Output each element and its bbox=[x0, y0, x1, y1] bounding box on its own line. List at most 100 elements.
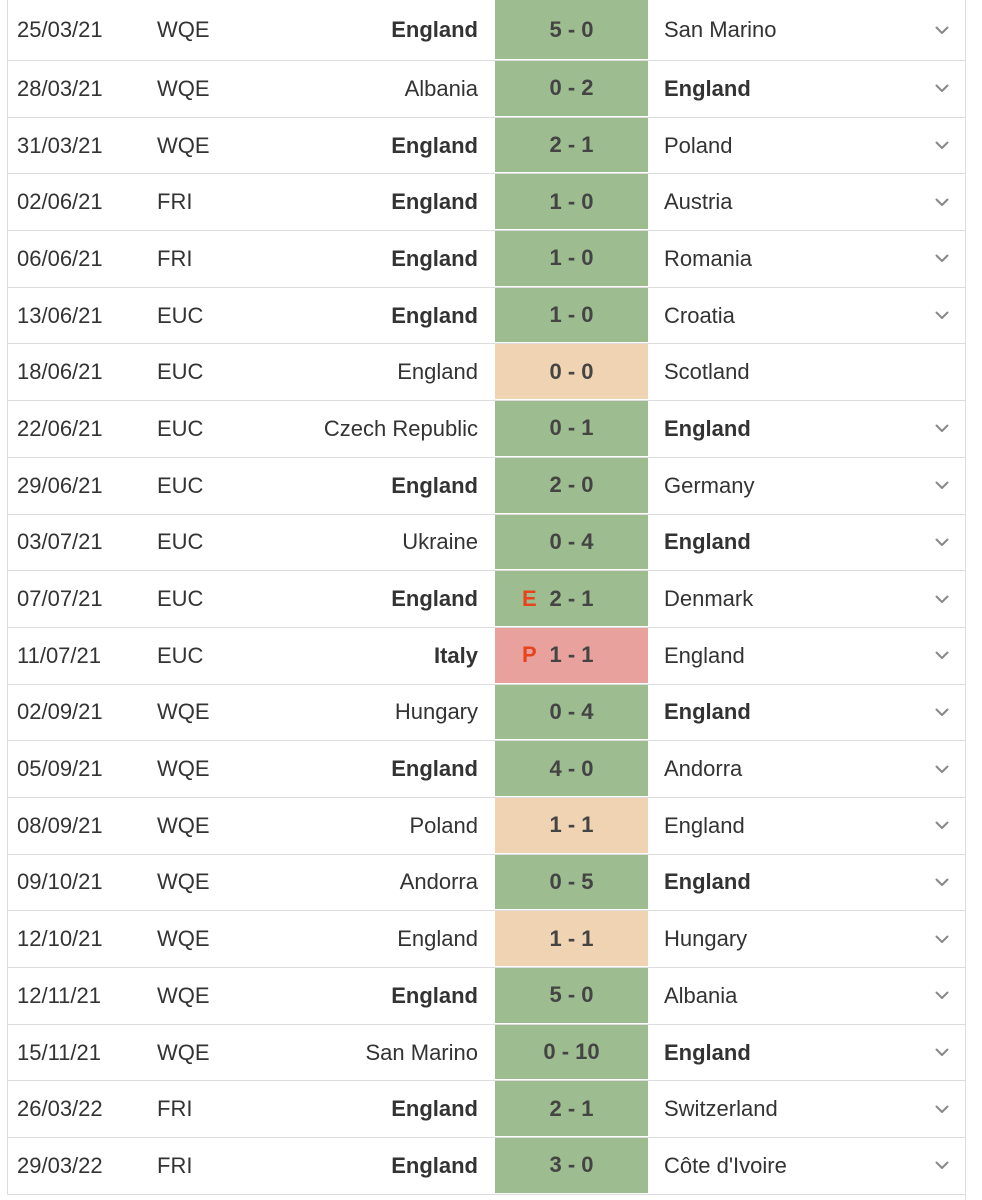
score-badge: 0 - 5 bbox=[495, 854, 648, 911]
match-date: 05/09/21 bbox=[17, 756, 103, 782]
match-row[interactable]: 15/11/21 WQE San Marino 0 - 10 England bbox=[7, 1024, 966, 1082]
score-badge: 1 - 0 bbox=[495, 231, 648, 287]
match-date: 03/07/21 bbox=[17, 529, 103, 555]
match-row[interactable]: 29/06/21 EUC England 2 - 0 Germany bbox=[7, 457, 966, 515]
score-text: 0 - 4 bbox=[549, 698, 594, 724]
match-date: 13/06/21 bbox=[17, 302, 103, 328]
competition-code: FRI bbox=[157, 189, 193, 215]
score-text: 1 - 0 bbox=[549, 245, 594, 271]
match-row[interactable]: 26/03/22 FRI England 2 - 1 Switzerland bbox=[7, 1081, 966, 1139]
away-team: England bbox=[664, 415, 751, 441]
competition-code: WQE bbox=[157, 17, 210, 42]
away-team: England bbox=[664, 642, 745, 668]
score-badge: 3 - 0 bbox=[495, 1138, 648, 1194]
chevron-down-icon[interactable] bbox=[932, 458, 952, 514]
chevron-down-icon[interactable] bbox=[932, 911, 952, 967]
chevron-down-icon[interactable] bbox=[932, 1025, 952, 1081]
home-team: England bbox=[391, 1152, 478, 1178]
match-date: 11/07/21 bbox=[17, 642, 102, 668]
match-row[interactable]: 11/07/21 EUC Italy P 1 - 1 England bbox=[7, 627, 966, 685]
away-team: Andorra bbox=[664, 756, 743, 782]
score-badge: 0 - 4 bbox=[495, 684, 648, 741]
chevron-down-icon[interactable] bbox=[932, 741, 952, 797]
score-badge: 2 - 1 bbox=[495, 117, 648, 174]
match-row[interactable]: 12/11/21 WQE England 5 - 0 Albania bbox=[7, 968, 966, 1025]
score-badge: E 2 - 1 bbox=[495, 571, 648, 627]
away-team: Scotland bbox=[664, 359, 750, 385]
chevron-down-icon[interactable] bbox=[932, 0, 952, 60]
chevron-down-icon[interactable] bbox=[932, 1081, 952, 1137]
chevron-down-icon[interactable] bbox=[932, 401, 952, 457]
match-row[interactable]: 06/06/21 FRI England 1 - 0 Romania bbox=[7, 231, 966, 288]
match-row[interactable]: 12/10/21 WQE England 1 - 1 Hungary bbox=[7, 911, 966, 968]
match-row[interactable]: 08/09/21 WQE Poland 1 - 1 England bbox=[7, 797, 966, 855]
score-text: 0 - 1 bbox=[549, 415, 594, 441]
chevron-down-icon[interactable] bbox=[932, 288, 952, 344]
match-row[interactable]: 31/03/21 WQE England 2 - 1 Poland bbox=[7, 117, 966, 175]
home-team: Poland bbox=[409, 812, 478, 838]
home-team: England bbox=[391, 472, 478, 498]
score-text: 1 - 1 bbox=[549, 812, 594, 838]
match-date: 06/06/21 bbox=[17, 245, 103, 271]
match-row[interactable]: 29/03/22 FRI England 3 - 0 Côte d'Ivoire bbox=[7, 1138, 966, 1195]
match-row[interactable]: 22/06/21 EUC Czech Republic 0 - 1 England bbox=[7, 401, 966, 458]
match-row[interactable]: 05/09/21 WQE England 4 - 0 Andorra bbox=[7, 741, 966, 798]
competition-code: EUC bbox=[157, 359, 204, 385]
score-text: 2 - 1 bbox=[549, 585, 594, 611]
match-row[interactable]: 28/03/21 WQE Albania 0 - 2 England bbox=[7, 61, 966, 118]
score-badge: 0 - 4 bbox=[495, 514, 648, 571]
away-team: Austria bbox=[664, 189, 733, 215]
away-team: England bbox=[664, 812, 745, 838]
away-team: San Marino bbox=[664, 17, 777, 42]
chevron-down-icon[interactable] bbox=[932, 231, 952, 287]
score-text: 0 - 2 bbox=[549, 75, 594, 101]
home-team: England bbox=[391, 302, 478, 328]
match-row[interactable]: 03/07/21 EUC Ukraine 0 - 4 England bbox=[7, 514, 966, 572]
home-team: England bbox=[397, 926, 478, 952]
score-text: 1 - 1 bbox=[549, 925, 594, 951]
chevron-down-icon[interactable] bbox=[932, 571, 952, 627]
score-badge: 4 - 0 bbox=[495, 741, 648, 797]
score-badge: 1 - 1 bbox=[495, 911, 648, 967]
chevron-down-icon[interactable] bbox=[932, 515, 952, 571]
match-date: 29/06/21 bbox=[17, 472, 103, 498]
score-text: 0 - 10 bbox=[543, 1039, 600, 1065]
competition-code: EUC bbox=[157, 415, 204, 441]
away-team: Germany bbox=[664, 472, 755, 498]
match-row[interactable]: 07/07/21 EUC England E 2 - 1 Denmark bbox=[7, 571, 966, 628]
match-row[interactable]: 02/06/21 FRI England 1 - 0 Austria bbox=[7, 174, 966, 232]
away-team: Hungary bbox=[664, 926, 748, 952]
match-row[interactable]: 25/03/21 WQE England 5 - 0 San Marino bbox=[7, 0, 966, 61]
competition-code: WQE bbox=[157, 812, 210, 838]
match-date: 28/03/21 bbox=[17, 75, 103, 101]
chevron-down-icon[interactable] bbox=[932, 174, 952, 230]
score-badge: P 1 - 1 bbox=[495, 627, 648, 684]
chevron-down-icon[interactable] bbox=[932, 628, 952, 684]
chevron-down-icon[interactable] bbox=[932, 118, 952, 174]
score-text: 5 - 0 bbox=[549, 982, 594, 1008]
home-team: England bbox=[391, 189, 478, 215]
chevron-down-icon[interactable] bbox=[932, 968, 952, 1024]
score-badge: 0 - 2 bbox=[495, 61, 648, 117]
match-row[interactable]: 18/06/21 EUC England 0 - 0 Scotland bbox=[7, 344, 966, 402]
chevron-down-icon[interactable] bbox=[932, 798, 952, 854]
match-date: 02/06/21 bbox=[17, 189, 103, 215]
chevron-down-icon[interactable] bbox=[932, 685, 952, 741]
match-row[interactable]: 09/10/21 WQE Andorra 0 - 5 England bbox=[7, 854, 966, 912]
home-team: Hungary bbox=[394, 699, 478, 725]
chevron-down-icon[interactable] bbox=[932, 1138, 952, 1194]
chevron-down-icon[interactable] bbox=[932, 61, 952, 117]
score-text: 4 - 0 bbox=[549, 755, 594, 781]
score-badge: 0 - 10 bbox=[495, 1024, 648, 1081]
chevron-down-icon[interactable] bbox=[932, 855, 952, 911]
score-text: 0 - 5 bbox=[549, 868, 594, 894]
match-date: 25/03/21 bbox=[17, 17, 103, 42]
score-text: 1 - 0 bbox=[549, 302, 594, 328]
home-team: Ukraine bbox=[402, 529, 478, 555]
away-team: England bbox=[664, 1039, 751, 1065]
match-row[interactable]: 13/06/21 EUC England 1 - 0 Croatia bbox=[7, 287, 966, 345]
score-badge: 1 - 1 bbox=[495, 797, 648, 854]
match-row[interactable]: 02/09/21 WQE Hungary 0 - 4 England bbox=[7, 684, 966, 742]
competition-code: FRI bbox=[157, 1152, 193, 1178]
